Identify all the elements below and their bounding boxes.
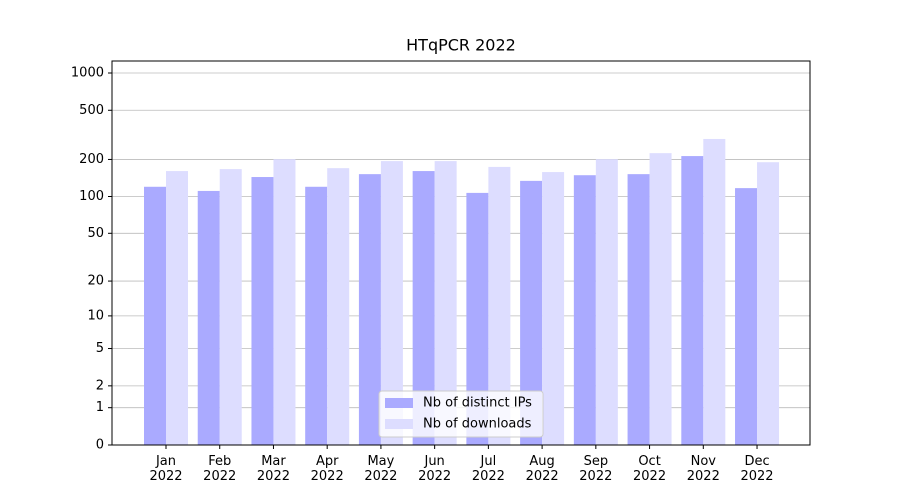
- x-tick-label: Feb 2022: [203, 454, 237, 484]
- bar: [327, 168, 350, 445]
- plot-frame: [111, 60, 811, 446]
- y-tick-label: 100: [79, 189, 104, 204]
- x-tick-label: Jan 2022: [149, 454, 183, 484]
- bar: [166, 171, 188, 446]
- bar: [488, 166, 511, 445]
- x-tick-label: Oct 2022: [633, 454, 667, 484]
- x-tick-label: Nov 2022: [686, 454, 720, 484]
- legend-label: Nb of downloads: [423, 417, 532, 432]
- y-tick-label: 5: [96, 341, 104, 356]
- x-tick-label: Apr 2022: [310, 454, 344, 484]
- bar: [595, 159, 618, 445]
- y-tick-label: 50: [87, 226, 104, 241]
- y-tick-label: 1000: [71, 66, 104, 81]
- y-tick-label: 1: [96, 400, 104, 415]
- bar: [412, 171, 435, 446]
- bar: [649, 153, 672, 445]
- bar: [466, 192, 489, 445]
- bar: [144, 186, 166, 445]
- x-tick-label: Dec 2022: [740, 454, 774, 484]
- bar: [251, 177, 274, 445]
- bar: [573, 175, 596, 445]
- bar: [305, 186, 328, 445]
- chart-title: HTqPCR 2022: [406, 36, 516, 55]
- legend-box: [378, 390, 544, 438]
- bar: [273, 159, 296, 445]
- bar: [219, 169, 242, 446]
- y-tick-label: 0: [96, 438, 104, 453]
- x-tick-label: Sep 2022: [579, 454, 613, 484]
- y-tick-label: 500: [79, 103, 104, 118]
- bar: [542, 172, 565, 445]
- bar: [434, 161, 457, 445]
- bar: [197, 190, 220, 445]
- y-tick-label: 2: [96, 378, 104, 393]
- x-tick-label: Aug 2022: [525, 454, 559, 484]
- legend-swatch: [385, 419, 413, 429]
- bar: [703, 138, 726, 446]
- bar: [757, 162, 780, 445]
- bar: [735, 188, 758, 445]
- legend-swatch: [385, 398, 413, 408]
- x-tick-label: May 2022: [364, 454, 398, 484]
- x-tick-label: Jun 2022: [418, 454, 452, 484]
- bar: [520, 180, 543, 445]
- legend-label: Nb of distinct IPs: [423, 396, 532, 411]
- bar: [358, 174, 381, 446]
- x-tick-label: Jul 2022: [471, 454, 505, 484]
- y-tick-label: 200: [79, 152, 104, 167]
- bar: [681, 156, 704, 445]
- y-tick-label: 20: [87, 274, 104, 289]
- bar: [627, 174, 650, 446]
- y-tick-label: 10: [87, 308, 104, 323]
- x-tick-label: Mar 2022: [256, 454, 290, 484]
- bar: [380, 161, 403, 445]
